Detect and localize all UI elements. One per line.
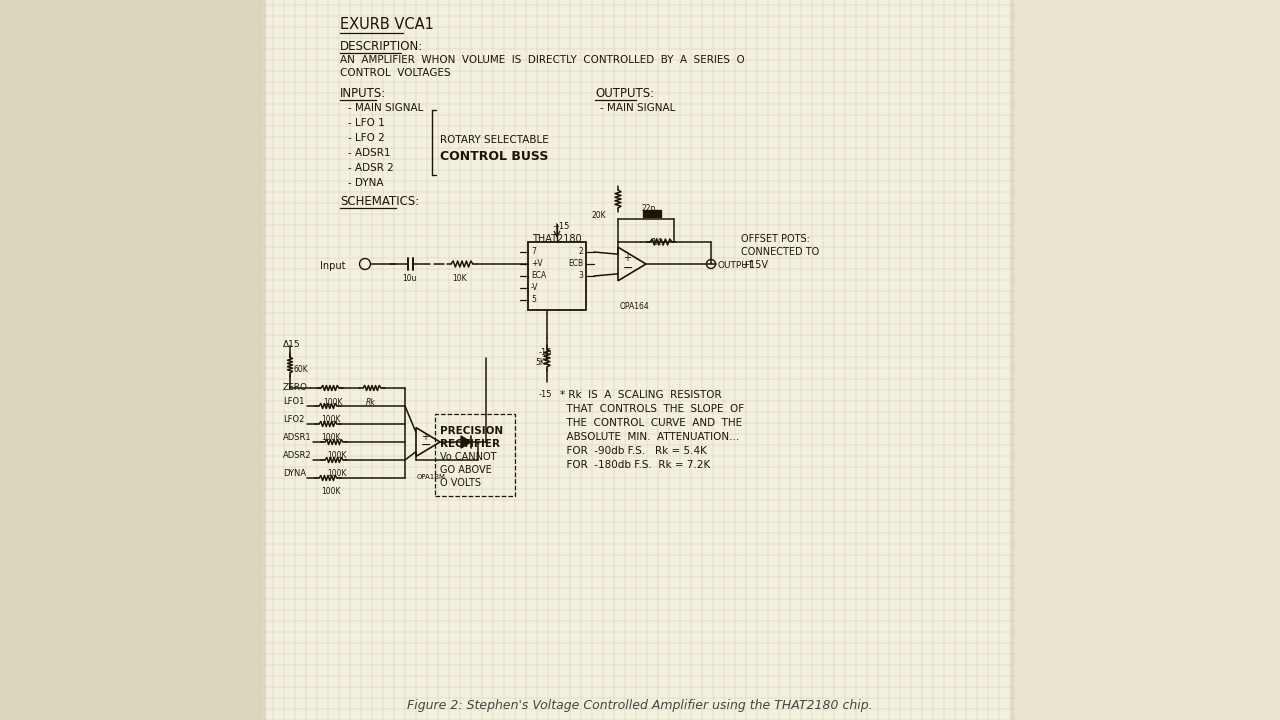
Bar xyxy=(643,214,660,217)
Text: - LFO 2: - LFO 2 xyxy=(348,133,385,143)
Text: - MAIN SIGNAL: - MAIN SIGNAL xyxy=(348,103,424,113)
Text: -V: -V xyxy=(531,284,539,292)
Text: 22p: 22p xyxy=(641,204,655,213)
Text: Figure 2: Stephen's Voltage Controlled Amplifier using the THAT2180 chip.: Figure 2: Stephen's Voltage Controlled A… xyxy=(407,699,873,712)
Text: 100K: 100K xyxy=(326,451,347,460)
Bar xyxy=(435,414,515,496)
Text: ECB: ECB xyxy=(568,259,582,269)
Text: FOR  -180db F.S.  Rk = 7.2K: FOR -180db F.S. Rk = 7.2K xyxy=(561,460,710,470)
Text: DYNA: DYNA xyxy=(283,469,306,479)
Text: INPUTS:: INPUTS: xyxy=(340,87,387,100)
Text: - ADSR1: - ADSR1 xyxy=(348,148,390,158)
Text: OFFSET POTS:: OFFSET POTS: xyxy=(741,234,810,244)
Text: Vo CANNOT: Vo CANNOT xyxy=(440,452,497,462)
Text: −: − xyxy=(421,439,431,452)
Text: SCHEMATICS:: SCHEMATICS: xyxy=(340,195,420,208)
Bar xyxy=(1011,0,1012,720)
Text: 100K: 100K xyxy=(321,487,340,496)
Text: +15: +15 xyxy=(552,222,570,231)
Text: +: + xyxy=(421,432,429,442)
Text: Rk: Rk xyxy=(366,398,375,407)
Text: 1K: 1K xyxy=(652,238,660,247)
Text: LFO1: LFO1 xyxy=(283,397,305,407)
Text: 2: 2 xyxy=(579,248,582,256)
Text: AN  AMPLIFIER  WHON  VOLUME  IS  DIRECTLY  CONTROLLED  BY  A  SERIES  O: AN AMPLIFIER WHON VOLUME IS DIRECTLY CON… xyxy=(340,55,745,65)
Text: -15: -15 xyxy=(539,390,553,399)
Text: PRECISION: PRECISION xyxy=(440,426,503,436)
Text: -15: -15 xyxy=(539,348,553,357)
Text: THAT2180: THAT2180 xyxy=(532,234,582,244)
Bar xyxy=(0,0,262,720)
Bar xyxy=(1012,0,1014,720)
Text: OUTPUTS:: OUTPUTS: xyxy=(595,87,654,100)
Bar xyxy=(643,210,660,213)
Text: CONTROL  VOLTAGES: CONTROL VOLTAGES xyxy=(340,68,451,78)
Text: ADSR1: ADSR1 xyxy=(283,433,311,443)
Text: ECA: ECA xyxy=(531,271,547,281)
Text: * Rk  IS  A  SCALING  RESISTOR: * Rk IS A SCALING RESISTOR xyxy=(561,390,722,400)
Bar xyxy=(529,242,586,310)
Text: 100K: 100K xyxy=(326,469,347,478)
Text: +: + xyxy=(623,253,631,264)
Text: FOR  -90db F.S.   Rk = 5.4K: FOR -90db F.S. Rk = 5.4K xyxy=(561,446,707,456)
Polygon shape xyxy=(461,436,471,448)
Bar xyxy=(262,0,1014,720)
Text: ROTARY SELECTABLE: ROTARY SELECTABLE xyxy=(440,135,549,145)
Text: THAT  CONTROLS  THE  SLOPE  OF: THAT CONTROLS THE SLOPE OF xyxy=(561,404,744,414)
Text: EXURB VCA1: EXURB VCA1 xyxy=(340,17,434,32)
Bar xyxy=(1014,0,1280,720)
Text: 20K: 20K xyxy=(591,211,605,220)
Text: 10K: 10K xyxy=(452,274,467,283)
Text: Input: Input xyxy=(320,261,346,271)
Text: ABSOLUTE  MIN.  ATTENUATION...: ABSOLUTE MIN. ATTENUATION... xyxy=(561,432,740,442)
Text: - ADSR 2: - ADSR 2 xyxy=(348,163,394,173)
Bar xyxy=(262,0,265,720)
Text: 10u: 10u xyxy=(402,274,416,283)
Text: - DYNA: - DYNA xyxy=(348,178,384,188)
Text: OUTPUT: OUTPUT xyxy=(718,261,754,270)
Text: OPA164: OPA164 xyxy=(620,302,650,311)
Bar xyxy=(264,0,266,720)
Text: 100K: 100K xyxy=(323,398,343,407)
Text: 100K: 100K xyxy=(321,433,340,442)
Text: GO ABOVE: GO ABOVE xyxy=(440,465,492,475)
Bar xyxy=(262,0,264,720)
Text: +15V: +15V xyxy=(741,260,768,270)
Text: 60K: 60K xyxy=(294,365,308,374)
Text: 3: 3 xyxy=(579,271,582,281)
Text: CONTROL BUSS: CONTROL BUSS xyxy=(440,150,548,163)
Text: RECTIFIER: RECTIFIER xyxy=(440,439,500,449)
Text: Δ15: Δ15 xyxy=(283,340,301,349)
Text: - MAIN SIGNAL: - MAIN SIGNAL xyxy=(600,103,676,113)
Text: ZERO: ZERO xyxy=(283,384,308,392)
Text: ADSR2: ADSR2 xyxy=(283,451,311,461)
Text: O VOLTS: O VOLTS xyxy=(440,478,481,488)
Text: LFO2: LFO2 xyxy=(283,415,305,425)
Text: +V: +V xyxy=(531,259,543,269)
Bar xyxy=(1010,0,1012,720)
Text: OPA1BM: OPA1BM xyxy=(417,474,445,480)
Text: 5K1: 5K1 xyxy=(535,358,549,367)
Text: 5: 5 xyxy=(531,295,536,305)
Text: THE  CONTROL  CURVE  AND  THE: THE CONTROL CURVE AND THE xyxy=(561,418,742,428)
Text: 100K: 100K xyxy=(321,415,340,424)
Text: DESCRIPTION:: DESCRIPTION: xyxy=(340,40,424,53)
Text: CONNECTED TO: CONNECTED TO xyxy=(741,247,819,257)
Text: −: − xyxy=(623,261,634,275)
Text: - LFO 1: - LFO 1 xyxy=(348,118,385,128)
Text: 7: 7 xyxy=(531,248,536,256)
